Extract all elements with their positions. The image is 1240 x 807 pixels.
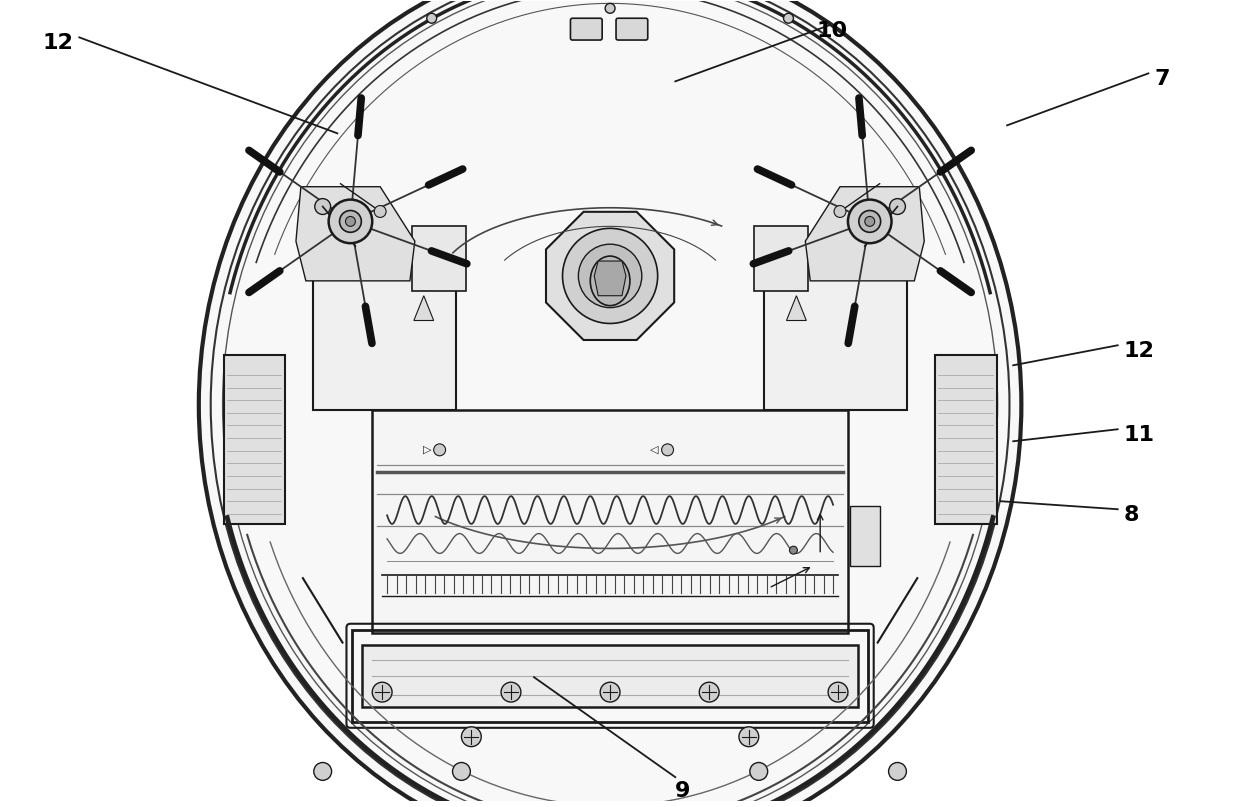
Bar	[223, 355, 285, 524]
Ellipse shape	[889, 199, 905, 215]
Polygon shape	[414, 295, 434, 320]
Ellipse shape	[427, 13, 436, 23]
Ellipse shape	[314, 763, 331, 780]
Ellipse shape	[434, 444, 445, 456]
Ellipse shape	[590, 256, 630, 306]
Text: 9: 9	[676, 781, 691, 801]
FancyBboxPatch shape	[616, 19, 647, 40]
Text: 12: 12	[1123, 341, 1154, 362]
Ellipse shape	[198, 0, 1022, 807]
Bar	[352, 629, 868, 722]
Bar	[362, 645, 858, 707]
Ellipse shape	[790, 546, 797, 554]
Bar	[849, 506, 879, 566]
Polygon shape	[296, 186, 415, 281]
Ellipse shape	[501, 682, 521, 702]
Bar	[372, 410, 848, 633]
Bar	[312, 236, 456, 410]
Ellipse shape	[750, 763, 768, 780]
Ellipse shape	[739, 727, 759, 746]
Ellipse shape	[340, 211, 361, 232]
Ellipse shape	[859, 211, 880, 232]
Bar	[764, 236, 908, 410]
Polygon shape	[546, 211, 675, 340]
Polygon shape	[786, 295, 806, 320]
Ellipse shape	[699, 682, 719, 702]
Ellipse shape	[315, 199, 331, 215]
Ellipse shape	[889, 763, 906, 780]
Polygon shape	[594, 261, 626, 295]
Ellipse shape	[374, 206, 386, 217]
Ellipse shape	[346, 216, 356, 226]
Bar	[754, 226, 808, 291]
Ellipse shape	[605, 3, 615, 13]
Ellipse shape	[784, 13, 794, 23]
FancyBboxPatch shape	[570, 19, 603, 40]
Text: 12: 12	[42, 33, 73, 53]
Ellipse shape	[578, 245, 642, 307]
Ellipse shape	[828, 682, 848, 702]
Text: ◁: ◁	[651, 445, 658, 455]
Bar	[935, 355, 997, 524]
Ellipse shape	[662, 444, 673, 456]
Ellipse shape	[864, 216, 874, 226]
Ellipse shape	[453, 763, 470, 780]
Text: ▷: ▷	[423, 445, 432, 455]
Ellipse shape	[329, 199, 372, 243]
Polygon shape	[805, 186, 924, 281]
Text: 7: 7	[1154, 69, 1171, 90]
Ellipse shape	[461, 727, 481, 746]
Text: 10: 10	[817, 21, 848, 41]
Text: 8: 8	[1123, 505, 1140, 525]
Text: 11: 11	[1123, 425, 1154, 445]
Ellipse shape	[600, 682, 620, 702]
Bar	[412, 226, 466, 291]
Ellipse shape	[835, 206, 846, 217]
Ellipse shape	[848, 199, 892, 243]
Ellipse shape	[372, 682, 392, 702]
Ellipse shape	[563, 228, 657, 324]
